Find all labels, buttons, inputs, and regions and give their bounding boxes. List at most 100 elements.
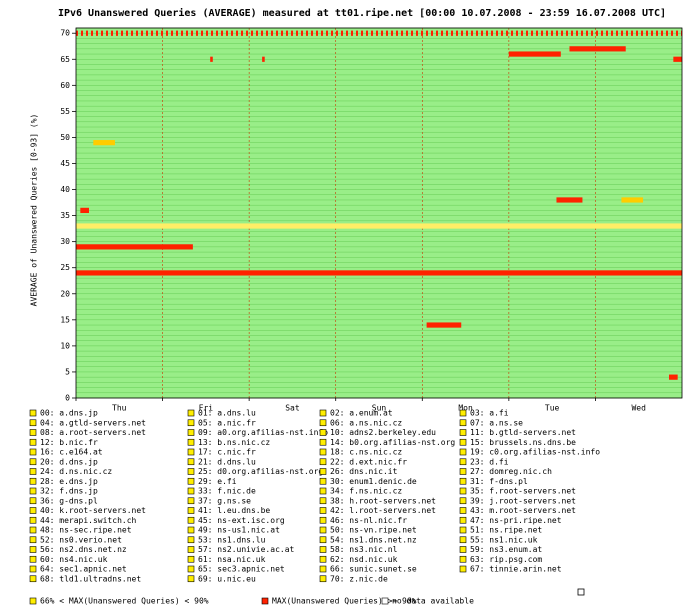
- legend-entry: 02: a.enum.at: [330, 409, 393, 418]
- legend-entry: 07: a.ns.se: [470, 418, 523, 427]
- legend-box: [187, 555, 195, 563]
- legend-entry: 33: f.nic.de: [198, 487, 256, 496]
- legend-box: [319, 468, 327, 475]
- run: [76, 244, 193, 250]
- legend-box: [29, 575, 37, 583]
- legend-entry: 19: c0.org.afilias-nst.info: [470, 448, 600, 457]
- legend-entry: 59: ns3.enum.at: [470, 545, 542, 554]
- legend-box: [459, 555, 467, 563]
- legend-entry: 50: ns-vn.ripe.net: [330, 526, 417, 535]
- x-tick-label: Fri: [199, 404, 214, 413]
- legend-entry: 40: k.root-servers.net: [40, 506, 146, 515]
- run: [76, 223, 682, 229]
- legend-box: [187, 468, 195, 475]
- legend-entry: 49: ns-us1.nic.at: [198, 526, 280, 535]
- legend-box: [319, 477, 327, 485]
- y-axis-label: AVERAGE of Unanswered Queries [0-93] (%): [30, 114, 39, 307]
- legend-box: [319, 497, 327, 505]
- legend-box: [459, 565, 467, 573]
- legend-entry: 41: l.eu.dns.be: [198, 506, 270, 515]
- run: [93, 140, 115, 146]
- y-tick-label: 20: [60, 289, 70, 298]
- legend-entry: 52: ns0.verio.net: [40, 535, 122, 544]
- legend-entry: 56: ns2.dns.net.nz: [40, 545, 127, 554]
- legend-entry: 21: d.dns.lu: [198, 457, 256, 466]
- legend-entry: 15: brussels.ns.dns.be: [470, 438, 576, 447]
- legend-entry: 23: d.fi: [470, 457, 509, 466]
- run: [76, 270, 682, 276]
- legend-box: [319, 516, 327, 524]
- legend-box: [29, 546, 37, 553]
- x-tick-label: Thu: [112, 404, 127, 413]
- legend-box: [187, 438, 195, 446]
- legend-box: [187, 536, 195, 544]
- legend-box: [459, 526, 467, 534]
- legend-entry: 30: enum1.denic.de: [330, 477, 417, 486]
- legend-box: [29, 526, 37, 534]
- legend-box: [29, 419, 37, 427]
- legend-box: [29, 536, 37, 544]
- legend-entry: 51: ns.ripe.net: [470, 526, 542, 535]
- legend-box: [459, 458, 467, 466]
- legend-box: [187, 526, 195, 534]
- legend-entry: 68: tld1.ultradns.net: [40, 574, 141, 583]
- run: [80, 207, 89, 213]
- legend-entry: 64: sec1.apnic.net: [40, 565, 127, 574]
- legend-box: [459, 536, 467, 544]
- legend-entry: 24: d.ns.nic.cz: [40, 467, 112, 476]
- legend-box: [319, 409, 327, 417]
- legend-box: [459, 419, 467, 427]
- y-tick-label: 10: [60, 341, 70, 350]
- legend-entry: 28: e.dns.jp: [40, 477, 98, 486]
- x-tick-label: Sat: [285, 404, 300, 413]
- legend-entry: 55: ns1.nic.uk: [470, 535, 538, 544]
- legend-box: [319, 526, 327, 534]
- legend-box: [29, 438, 37, 446]
- y-tick-label: 55: [60, 107, 70, 116]
- y-tick-label: 15: [60, 315, 70, 324]
- plot-background: [76, 28, 682, 398]
- run: [569, 46, 626, 52]
- run: [426, 322, 462, 328]
- legend-box: [29, 468, 37, 475]
- x-tick-label: Sun: [372, 404, 387, 413]
- key-box: [261, 597, 269, 605]
- legend-box: [459, 468, 467, 475]
- legend-box: [187, 429, 195, 436]
- legend-entry: 06: a.ns.nic.cz: [330, 418, 402, 427]
- legend-box: [29, 565, 37, 573]
- legend-box: [319, 575, 327, 583]
- legend-entry: 61: nsa.nic.uk: [198, 555, 266, 564]
- key-box: [381, 597, 389, 605]
- legend-box: [459, 477, 467, 485]
- legend-box: [459, 497, 467, 505]
- legend-entry: 16: c.e164.at: [40, 448, 103, 457]
- legend-entry: 54: ns1.dns.net.nz: [330, 535, 417, 544]
- key-box: [29, 597, 37, 605]
- legend-box: [319, 438, 327, 446]
- legend-entry: 13: b.ns.nic.cz: [198, 438, 270, 447]
- legend-entry: 46: ns-nl.nic.fr: [330, 516, 407, 525]
- chart-title: IPv6 Unanswered Queries (AVERAGE) measur…: [58, 7, 666, 19]
- y-tick-label: 65: [60, 55, 70, 64]
- legend-box: [29, 448, 37, 456]
- legend-entry: 26: dns.nic.it: [330, 467, 398, 476]
- legend-entry: 12: b.nic.fr: [40, 438, 98, 447]
- legend-box: [319, 458, 327, 466]
- legend-box: [319, 448, 327, 456]
- legend-box: [319, 429, 327, 436]
- x-tick-label: Mon: [458, 404, 473, 413]
- legend-entry: 01: a.dns.lu: [198, 409, 256, 418]
- legend-entry: 03: a.fi: [470, 409, 509, 418]
- legend-box: [459, 507, 467, 514]
- legend-entry: 42: l.root-servers.net: [330, 506, 436, 515]
- legend-entry: 43: m.root-servers.net: [470, 506, 576, 515]
- legend-entry: 67: tinnie.arin.net: [470, 565, 562, 574]
- y-tick-label: 50: [60, 133, 70, 142]
- legend-entry: 05: a.nic.fr: [198, 418, 256, 427]
- legend-box: [319, 507, 327, 514]
- legend-box: [459, 516, 467, 524]
- key-label: no data available: [392, 597, 474, 606]
- legend-entry: 58: ns3.nic.nl: [330, 545, 398, 554]
- legend-entry: 29: e.fi: [198, 477, 237, 486]
